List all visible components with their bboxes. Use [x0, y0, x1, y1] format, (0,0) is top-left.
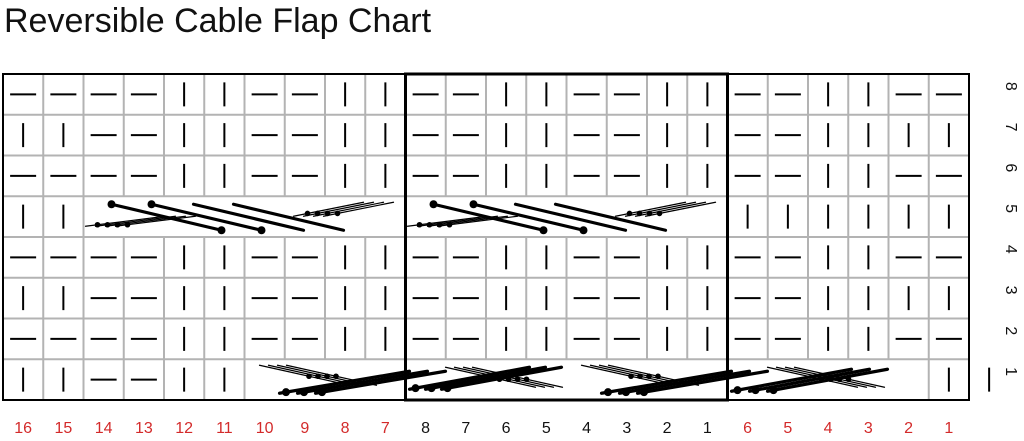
- column-label: 15: [54, 420, 72, 437]
- cable-dot: [579, 226, 588, 235]
- cable-dot: [124, 221, 131, 228]
- column-label: 12: [175, 420, 193, 437]
- cable-strand: [775, 366, 868, 388]
- cable-dot: [655, 373, 661, 380]
- cable-strand: [149, 202, 264, 232]
- cable-strand: [471, 366, 564, 388]
- page-title: Reversible Cable Flap Chart: [4, 2, 432, 40]
- row-label: 7: [1002, 123, 1019, 132]
- cable-strand: [471, 202, 586, 232]
- cable-dot: [751, 386, 760, 395]
- cable-strand: [462, 366, 555, 388]
- cable-dot: [469, 200, 478, 209]
- cable-dot: [446, 221, 453, 228]
- cable-strand: [766, 366, 859, 388]
- row-label: 8: [1002, 82, 1019, 91]
- column-label: 4: [824, 420, 833, 437]
- cable-dot: [539, 226, 548, 235]
- cable-strand: [784, 366, 877, 388]
- cable-symbols: [84, 200, 890, 397]
- column-label: 8: [341, 420, 350, 437]
- cable-dot: [334, 210, 341, 217]
- column-label: 7: [461, 420, 470, 437]
- cable-dot: [429, 200, 438, 209]
- cable-strand: [634, 201, 707, 217]
- cable-strand: [453, 366, 546, 388]
- column-label: 3: [622, 420, 631, 437]
- column-label: 6: [502, 420, 511, 437]
- cable-strand: [191, 202, 306, 232]
- cable-dot: [147, 200, 156, 209]
- cable-dot: [217, 226, 226, 235]
- cable-dot: [733, 386, 742, 395]
- cable-strand: [729, 367, 854, 393]
- cable-strand: [258, 364, 351, 386]
- row-label: 5: [1002, 204, 1019, 213]
- row-label: 1: [1002, 367, 1019, 376]
- cable-dot: [640, 388, 648, 397]
- cable-dot: [107, 200, 116, 209]
- pattern-repeat-box: [404, 72, 729, 402]
- column-label: 6: [743, 420, 752, 437]
- cable-dot: [300, 388, 308, 397]
- cable-strand: [444, 366, 537, 388]
- column-label: 1: [703, 420, 712, 437]
- column-label: 2: [663, 420, 672, 437]
- column-label: 5: [783, 420, 792, 437]
- column-label: 4: [582, 420, 591, 437]
- cable-dot: [622, 388, 630, 397]
- cable-dot: [282, 388, 290, 397]
- column-label: 9: [300, 420, 309, 437]
- column-label: 1: [944, 420, 953, 437]
- column-label: 16: [14, 420, 32, 437]
- cable-dot: [257, 226, 266, 235]
- column-label: 5: [542, 420, 551, 437]
- cable-strand: [231, 202, 346, 232]
- column-label: 10: [256, 420, 274, 437]
- column-label: 3: [864, 420, 873, 437]
- cable-strand: [793, 366, 886, 388]
- column-label: 7: [381, 420, 390, 437]
- cable-dot: [443, 384, 452, 393]
- row-labels: 8 7 6 5 4 3 2 1: [1002, 82, 1019, 376]
- stitch-symbols: [10, 82, 991, 392]
- cable-strand: [635, 369, 770, 395]
- cable-strand: [312, 201, 385, 217]
- cable-dot: [411, 384, 420, 393]
- cable-dot: [523, 376, 530, 383]
- column-label: 13: [135, 420, 153, 437]
- cable-dot: [656, 210, 663, 217]
- cable-strand: [747, 367, 872, 393]
- row-label: 3: [1002, 286, 1019, 295]
- column-label: 2: [904, 420, 913, 437]
- row-label: 2: [1002, 326, 1019, 335]
- cable-dot: [333, 373, 339, 380]
- cable-strand: [313, 369, 448, 395]
- cable-strand: [580, 364, 673, 386]
- cable-dot: [769, 386, 778, 395]
- column-label: 8: [421, 420, 430, 437]
- cable-dot: [604, 388, 612, 397]
- row-label: 6: [1002, 163, 1019, 172]
- column-label: 11: [216, 420, 233, 437]
- chart-grid: [3, 74, 969, 400]
- cable-dot: [318, 388, 326, 397]
- cable-dot: [427, 384, 436, 393]
- cable-strand: [513, 202, 628, 232]
- cable-strand: [322, 201, 395, 217]
- chart-borders: [2, 72, 970, 402]
- row-label: 4: [1002, 245, 1019, 254]
- cable-strand: [553, 202, 668, 232]
- column-labels: 16 15 14 13 12 11 10 9 8 7 8 7 6 5 4 3 2 1 6 5 4 3 2 1: [14, 420, 953, 437]
- column-label: 14: [95, 420, 113, 437]
- cable-dot: [845, 376, 852, 383]
- cable-strand: [644, 201, 717, 217]
